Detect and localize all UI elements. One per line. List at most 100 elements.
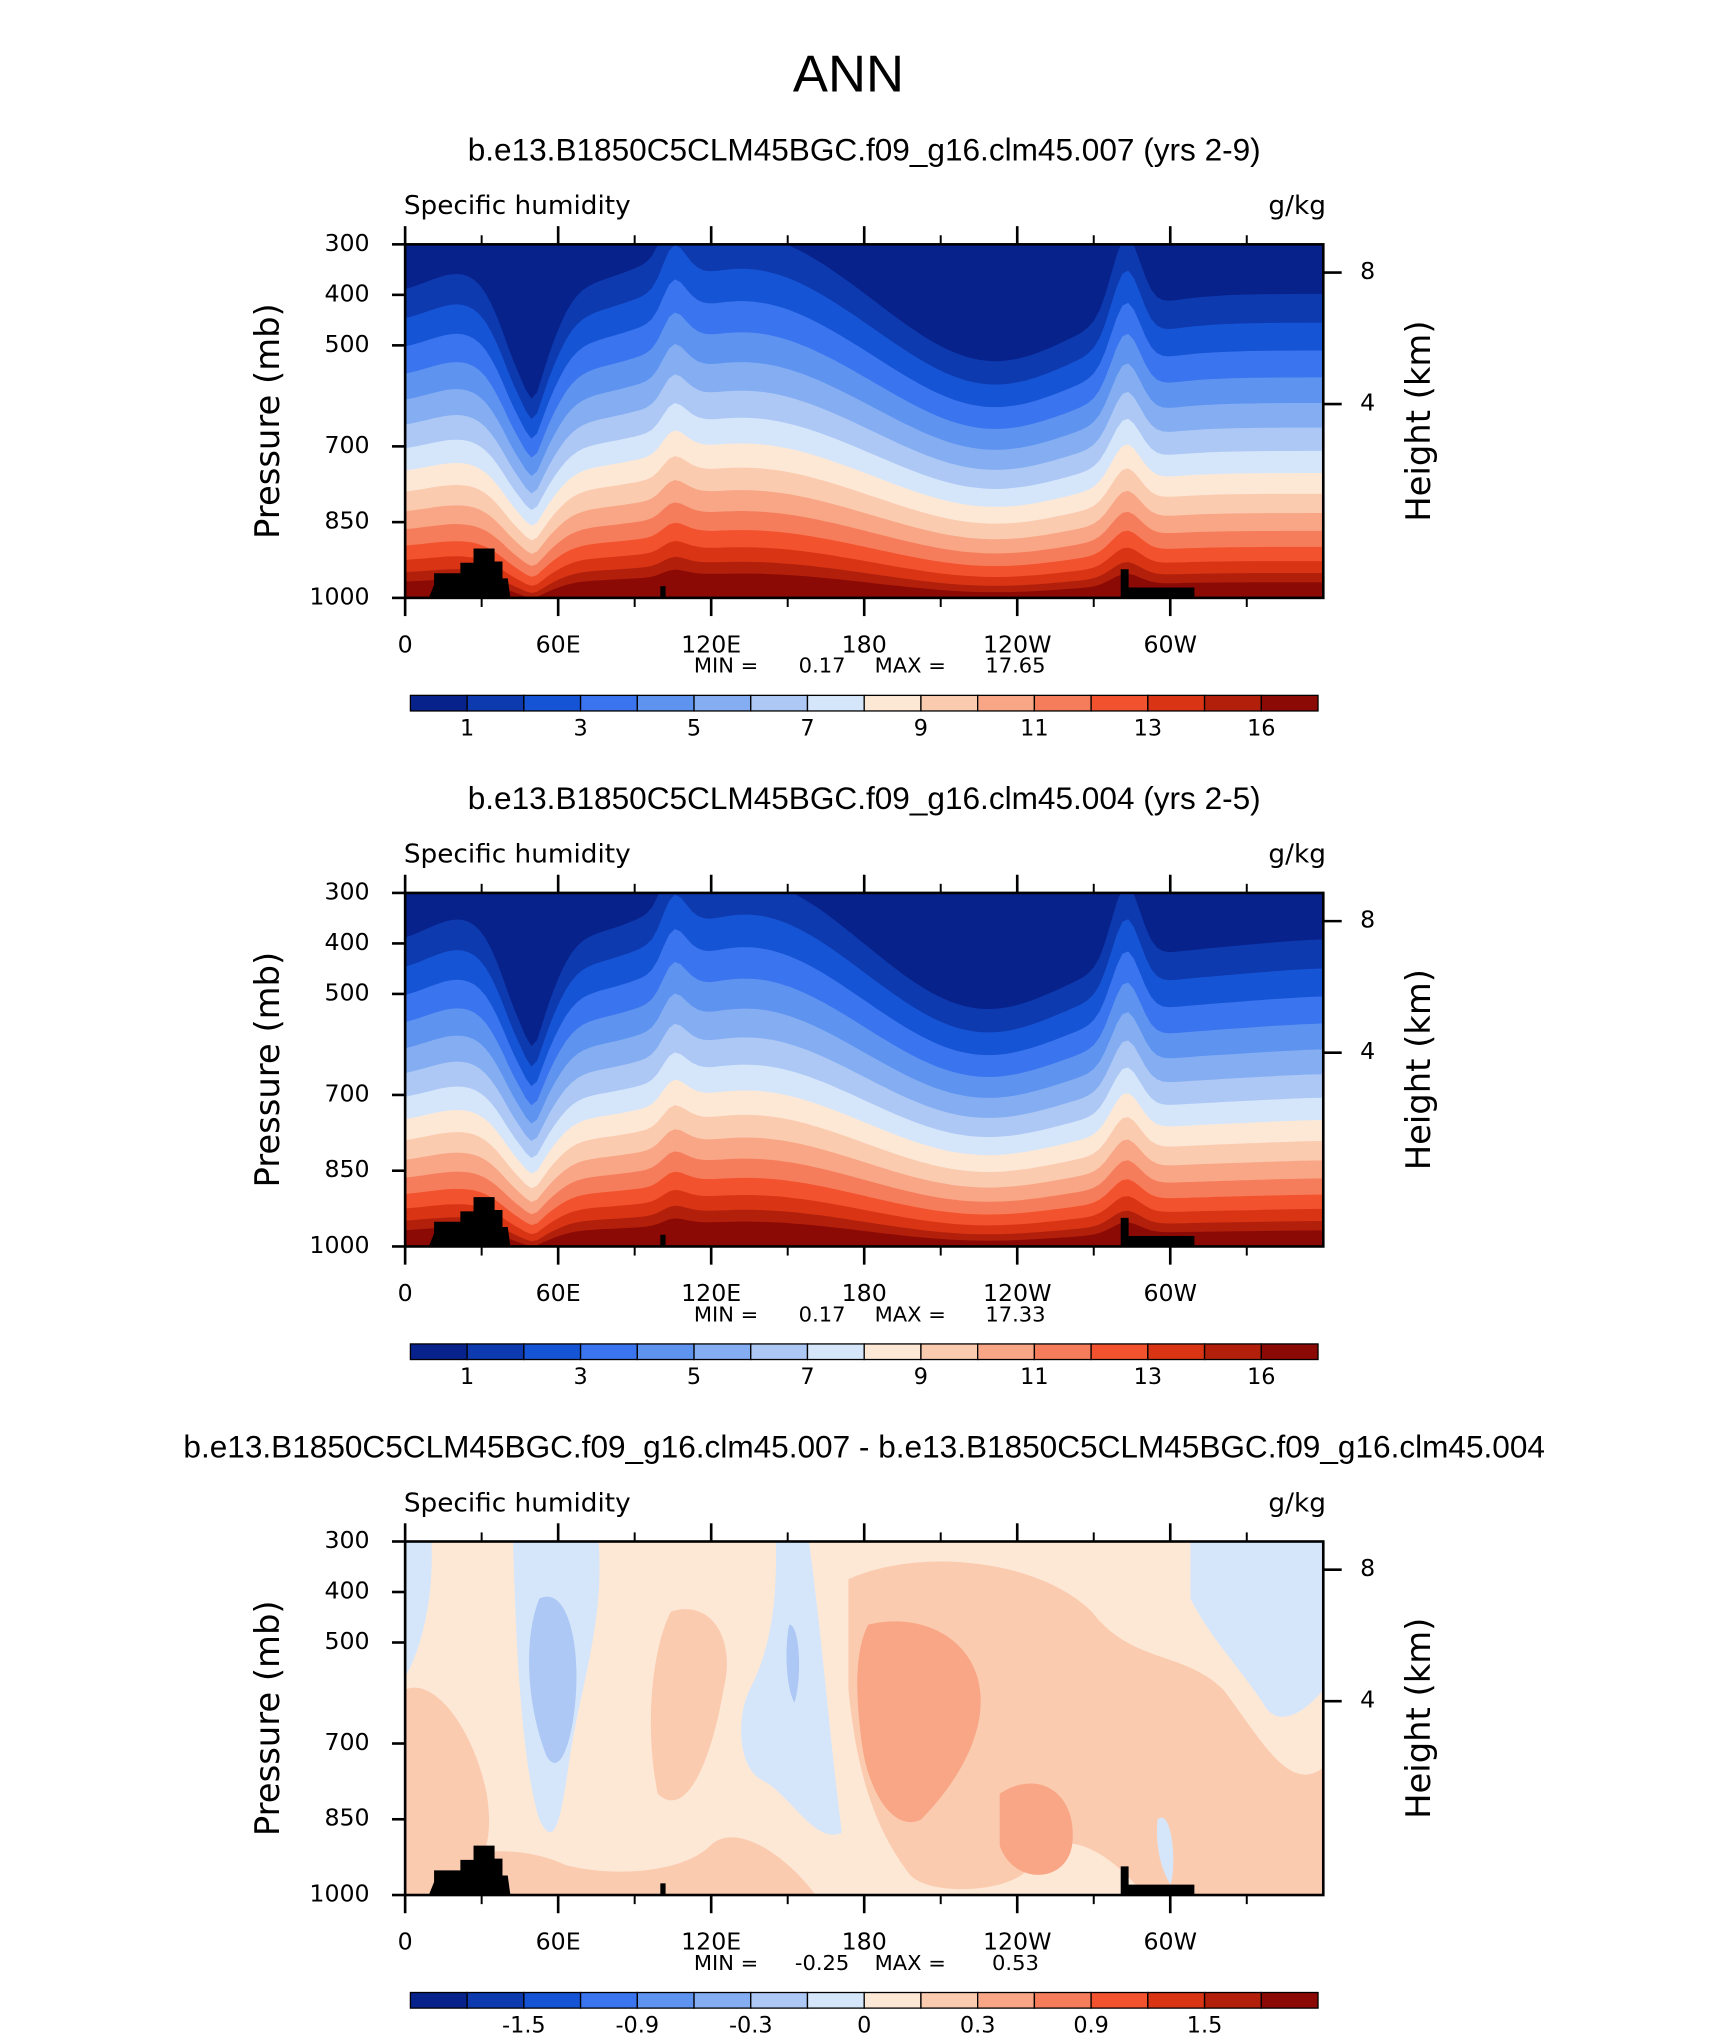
min-label: MIN = bbox=[694, 1951, 758, 1975]
contour-band bbox=[405, 1541, 432, 1677]
y2-tick-label: 4 bbox=[1360, 1686, 1375, 1714]
y-tick-label: 500 bbox=[324, 979, 369, 1007]
colorbar-label: 11 bbox=[1020, 1364, 1048, 1390]
x-tick-label: 60E bbox=[536, 1928, 581, 1956]
colorbar-label: 1 bbox=[460, 1364, 474, 1390]
colorbar-box bbox=[1203, 1991, 1262, 2009]
x-tick-label: 0 bbox=[398, 1279, 413, 1307]
colorbar-box bbox=[1090, 694, 1149, 712]
colorbar-box bbox=[1147, 1991, 1206, 2009]
x-tick-label: 120W bbox=[983, 1279, 1052, 1307]
colorbar-box bbox=[1260, 694, 1319, 712]
right-label: g/kg bbox=[1268, 1488, 1325, 1518]
colorbar-box bbox=[693, 694, 752, 712]
panel: b.e13.B1850C5CLM45BGC.f09_g16.clm45.007 … bbox=[183, 1430, 1545, 2038]
colorbar-box bbox=[863, 1343, 922, 1361]
colorbar-label: -0.3 bbox=[729, 2013, 773, 2038]
y-tick-label: 700 bbox=[324, 1728, 369, 1756]
colorbar-box bbox=[579, 1991, 638, 2009]
colorbar-box bbox=[466, 694, 525, 712]
panel: b.e13.B1850C5CLM45BGC.f09_g16.clm45.004 … bbox=[248, 781, 1439, 1390]
y-tick-label: 500 bbox=[324, 330, 369, 358]
colorbar-box bbox=[1033, 1343, 1092, 1361]
max-value: 17.33 bbox=[985, 1302, 1045, 1326]
contour-band bbox=[999, 1783, 1073, 1875]
colorbar-box bbox=[523, 1343, 582, 1361]
colorbar-box bbox=[636, 1343, 695, 1361]
x-tick-label: 180 bbox=[842, 631, 887, 659]
contour-band bbox=[1156, 1817, 1174, 1885]
contour-band bbox=[650, 1609, 727, 1801]
min-value: 0.17 bbox=[799, 1302, 846, 1326]
x-tick-label: 120E bbox=[681, 631, 741, 659]
x-tick-label: 180 bbox=[842, 1928, 887, 1956]
contour-band bbox=[529, 1596, 577, 1763]
y-tick-label: 400 bbox=[324, 1577, 369, 1605]
x-tick-label: 120W bbox=[983, 1928, 1052, 1956]
y-tick-label: 400 bbox=[324, 279, 369, 307]
colorbar-box bbox=[1033, 1991, 1092, 2009]
min-label: MIN = bbox=[694, 1302, 758, 1326]
colorbar-box bbox=[750, 1991, 809, 2009]
topography bbox=[428, 1197, 511, 1247]
colorbar-box bbox=[1260, 1991, 1319, 2009]
colorbar-label: 16 bbox=[1247, 1364, 1275, 1390]
x-tick-label: 60E bbox=[536, 631, 581, 659]
figure-title: ANN bbox=[793, 46, 904, 104]
max-label: MAX = bbox=[875, 1302, 946, 1326]
x-tick-label: 60W bbox=[1144, 1279, 1198, 1307]
y-axis-label: Pressure (mb) bbox=[248, 303, 288, 539]
colorbar-label: 9 bbox=[914, 1364, 928, 1390]
colorbar-box bbox=[750, 694, 809, 712]
colorbar-label: 3 bbox=[573, 1364, 587, 1390]
x-tick-label: 60E bbox=[536, 1279, 581, 1307]
contour-field bbox=[405, 244, 1324, 598]
colorbar-box bbox=[523, 1991, 582, 2009]
colorbar-box bbox=[977, 694, 1036, 712]
y2-tick-label: 8 bbox=[1360, 906, 1375, 934]
colorbar-box bbox=[806, 694, 865, 712]
colorbar-box bbox=[409, 1991, 468, 2009]
colorbar-box bbox=[1203, 1343, 1262, 1361]
x-tick-label: 120E bbox=[681, 1928, 741, 1956]
panel-title: b.e13.B1850C5CLM45BGC.f09_g16.clm45.007 … bbox=[183, 1430, 1545, 1465]
y-tick-label: 300 bbox=[324, 1526, 369, 1554]
colorbar-box bbox=[920, 694, 979, 712]
y2-axis-label: Height (km) bbox=[1399, 969, 1439, 1170]
topography bbox=[660, 586, 666, 598]
left-label: Specific humidity bbox=[404, 840, 631, 870]
contour-band bbox=[434, 1837, 816, 1896]
colorbar-box bbox=[693, 1343, 752, 1361]
y-axis-label: Pressure (mb) bbox=[248, 1600, 288, 1836]
x-tick-label: 60W bbox=[1144, 1928, 1198, 1956]
y-tick-label: 850 bbox=[324, 1155, 369, 1183]
left-label: Specific humidity bbox=[404, 191, 631, 221]
topography bbox=[660, 1234, 666, 1247]
colorbar-box bbox=[806, 1343, 865, 1361]
y2-axis-label: Height (km) bbox=[1399, 1618, 1439, 1819]
colorbar-box bbox=[977, 1343, 1036, 1361]
right-label: g/kg bbox=[1268, 840, 1325, 870]
max-value: 0.53 bbox=[992, 1951, 1039, 1975]
panel-title: b.e13.B1850C5CLM45BGC.f09_g16.clm45.007 … bbox=[468, 132, 1261, 167]
contour-band bbox=[786, 1624, 800, 1703]
contour-band bbox=[405, 1218, 1324, 1247]
min-value: -0.25 bbox=[795, 1951, 849, 1975]
contour-band bbox=[405, 569, 1324, 598]
colorbar-label: 7 bbox=[800, 1364, 814, 1390]
colorbar-box bbox=[409, 1343, 468, 1361]
colorbar-label: -1.5 bbox=[502, 2013, 546, 2038]
y-tick-label: 1000 bbox=[309, 582, 369, 610]
contour-field bbox=[405, 892, 1324, 1247]
colorbar-label: 13 bbox=[1134, 1364, 1162, 1390]
colorbar-label: 11 bbox=[1020, 716, 1048, 742]
colorbar-label: 7 bbox=[800, 716, 814, 742]
max-value: 17.65 bbox=[985, 654, 1045, 678]
x-tick-label: 180 bbox=[842, 1279, 887, 1307]
colorbar-box bbox=[523, 694, 582, 712]
colorbar-box bbox=[579, 1343, 638, 1361]
min-value: 0.17 bbox=[799, 654, 846, 678]
colorbar-box bbox=[863, 1991, 922, 2009]
colorbar-box bbox=[466, 1343, 525, 1361]
